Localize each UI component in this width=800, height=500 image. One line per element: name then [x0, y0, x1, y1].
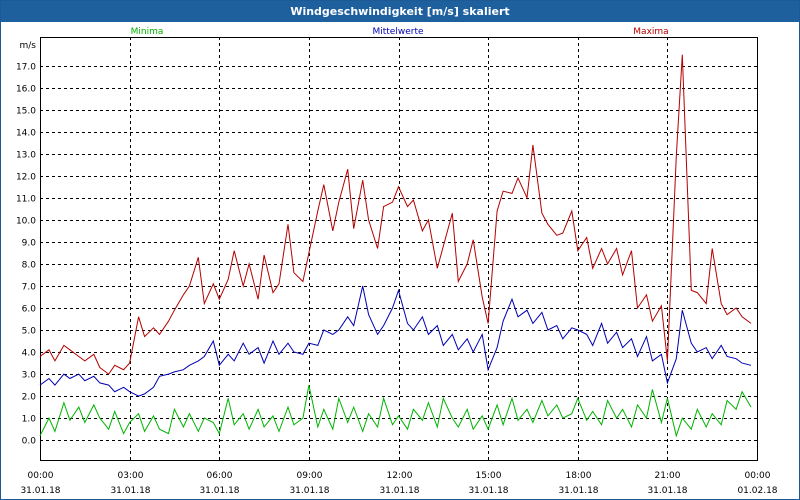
y-tick-label: 12.0 — [16, 173, 36, 183]
x-tick-date: 01.02.18 — [737, 486, 777, 496]
x-tick-date: 31.01.18 — [289, 486, 329, 496]
axes: 0.0 1.0 2.0 3.0 4.0 5.0 6.0 7.0 8.0 9.0 10.0 11.0 12… — [16, 37, 778, 496]
series-line-mittelwerte — [39, 285, 752, 397]
legend-entry-maxima: Maxima — [633, 27, 668, 37]
x-tick-date: 31.01.18 — [558, 486, 598, 496]
x-tick-date: 31.01.18 — [20, 486, 60, 496]
y-tick-label: 3.0 — [22, 371, 37, 381]
series-line-minima — [39, 384, 752, 438]
x-tick-date: 31.01.18 — [647, 486, 687, 496]
series-line-maxima — [39, 54, 752, 375]
y-tick-label: 6.0 — [22, 305, 37, 315]
legend-entry-mittelwerte: Mittelwerte — [372, 27, 423, 37]
y-tick-label: 10.0 — [16, 217, 36, 227]
y-tick-label: 0.0 — [22, 437, 37, 447]
x-tick-time: 15:00 — [476, 471, 502, 481]
plot-frame — [40, 37, 758, 461]
series — [39, 54, 752, 438]
y-tick-label: 5.0 — [22, 327, 37, 337]
window-title: Windgeschwindigkeit [m/s] skaliert — [1, 1, 799, 22]
y-tick-label: 14.0 — [16, 129, 36, 139]
y-tick-label: 13.0 — [16, 151, 36, 161]
y-axis-label: m/s — [20, 41, 37, 51]
legend-entry-minima: Minima — [131, 27, 164, 37]
y-tick-label: 17.0 — [16, 63, 36, 73]
y-tick-label: 2.0 — [22, 393, 37, 403]
x-tick-time: 06:00 — [207, 471, 233, 481]
x-tick-time: 12:00 — [387, 471, 413, 481]
y-tick-label: 15.0 — [16, 107, 36, 117]
y-tick-label: 1.0 — [22, 415, 37, 425]
x-tick-time: 21:00 — [655, 471, 681, 481]
x-tick-date: 31.01.18 — [110, 486, 150, 496]
y-tick-label: 11.0 — [16, 195, 36, 205]
legend: Minima Mittelwerte Maxima — [131, 27, 669, 37]
x-tick-time: 09:00 — [297, 471, 323, 481]
x-tick-time: 18:00 — [566, 471, 592, 481]
x-tick-time: 00:00 — [745, 471, 771, 481]
y-tick-label: 4.0 — [22, 349, 37, 359]
x-tick-time: 03:00 — [118, 471, 144, 481]
x-tick-time: 00:00 — [28, 471, 54, 481]
x-tick-date: 31.01.18 — [468, 486, 508, 496]
y-tick-label: 8.0 — [22, 261, 37, 271]
x-tick-date: 31.01.18 — [199, 486, 239, 496]
grid — [40, 37, 757, 460]
y-tick-label: 16.0 — [16, 85, 36, 95]
y-tick-label: 7.0 — [22, 283, 37, 293]
y-tick-label: 9.0 — [22, 239, 37, 249]
x-tick-date: 31.01.18 — [379, 486, 419, 496]
